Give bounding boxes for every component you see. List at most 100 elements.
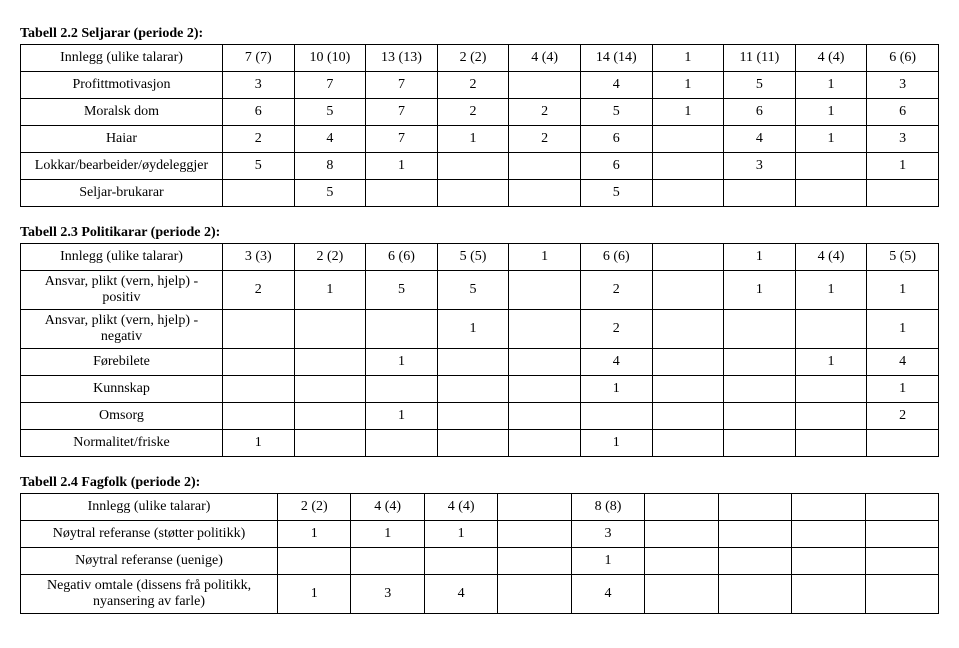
cell xyxy=(724,180,796,207)
col-header: 4 (4) xyxy=(795,45,867,72)
cell: 1 xyxy=(795,72,867,99)
cell: 1 xyxy=(222,430,294,457)
col-header: 1 xyxy=(652,45,724,72)
cell xyxy=(867,430,939,457)
cell: 1 xyxy=(867,153,939,180)
cell: 2 xyxy=(222,126,294,153)
cell: 1 xyxy=(437,126,509,153)
cell: 7 xyxy=(366,126,438,153)
cell: 2 xyxy=(437,99,509,126)
cell: 6 xyxy=(580,153,652,180)
table-row: Normalitet/friske 1 1 xyxy=(21,430,939,457)
cell xyxy=(652,180,724,207)
table-23: Innlegg (ulike talarar) 3 (3) 2 (2) 6 (6… xyxy=(20,243,939,457)
row-label: Lokkar/bearbeider/øydeleggjer xyxy=(21,153,223,180)
col-header xyxy=(498,494,571,521)
table-row: Omsorg 1 2 xyxy=(21,403,939,430)
table-row: Førebilete 1 4 1 4 xyxy=(21,349,939,376)
cell xyxy=(222,376,294,403)
col-header: 6 (6) xyxy=(366,244,438,271)
row-label: Kunnskap xyxy=(21,376,223,403)
table-row: Innlegg (ulike talarar) 3 (3) 2 (2) 6 (6… xyxy=(21,244,939,271)
table-row: Nøytral referanse (støtter politikk) 1 1… xyxy=(21,521,939,548)
cell: 1 xyxy=(351,521,424,548)
cell xyxy=(645,521,718,548)
cell xyxy=(222,403,294,430)
cell xyxy=(652,349,724,376)
row-label: Normalitet/friske xyxy=(21,430,223,457)
cell: 2 xyxy=(437,72,509,99)
cell xyxy=(718,548,791,575)
row-label: Negativ omtale (dissens frå politikk, ny… xyxy=(21,575,278,614)
col-header xyxy=(652,244,724,271)
col-header: Innlegg (ulike talarar) xyxy=(21,494,278,521)
cell xyxy=(795,403,867,430)
col-header: 13 (13) xyxy=(366,45,438,72)
cell xyxy=(509,271,581,310)
table-row: Innlegg (ulike talarar) 2 (2) 4 (4) 4 (4… xyxy=(21,494,939,521)
col-header: 8 (8) xyxy=(571,494,644,521)
cell xyxy=(222,180,294,207)
cell xyxy=(351,548,424,575)
cell xyxy=(366,180,438,207)
table-row: Negativ omtale (dissens frå politikk, ny… xyxy=(21,575,939,614)
cell: 6 xyxy=(867,99,939,126)
table-24: Innlegg (ulike talarar) 2 (2) 4 (4) 4 (4… xyxy=(20,493,939,614)
cell: 2 xyxy=(580,310,652,349)
col-header: 3 (3) xyxy=(222,244,294,271)
cell xyxy=(652,271,724,310)
cell xyxy=(724,430,796,457)
col-header: 4 (4) xyxy=(795,244,867,271)
row-label: Omsorg xyxy=(21,403,223,430)
cell xyxy=(724,310,796,349)
table-row: Innlegg (ulike talarar) 7 (7) 10 (10) 13… xyxy=(21,45,939,72)
cell xyxy=(294,403,366,430)
cell: 4 xyxy=(571,575,644,614)
cell: 1 xyxy=(366,153,438,180)
col-header: 5 (5) xyxy=(437,244,509,271)
cell xyxy=(580,403,652,430)
cell: 3 xyxy=(222,72,294,99)
cell xyxy=(498,548,571,575)
cell xyxy=(652,126,724,153)
cell xyxy=(222,310,294,349)
cell xyxy=(366,430,438,457)
cell xyxy=(294,310,366,349)
cell: 4 xyxy=(867,349,939,376)
cell xyxy=(294,430,366,457)
cell: 1 xyxy=(424,521,497,548)
table-row: Kunnskap 1 1 xyxy=(21,376,939,403)
col-header xyxy=(718,494,791,521)
cell: 1 xyxy=(366,349,438,376)
row-label: Moralsk dom xyxy=(21,99,223,126)
cell: 1 xyxy=(571,548,644,575)
cell: 5 xyxy=(724,72,796,99)
col-header: Innlegg (ulike talarar) xyxy=(21,45,223,72)
cell: 1 xyxy=(652,72,724,99)
table-row: Haiar 2 4 7 1 2 6 4 1 3 xyxy=(21,126,939,153)
cell: 3 xyxy=(867,126,939,153)
cell: 3 xyxy=(571,521,644,548)
cell xyxy=(437,180,509,207)
cell: 1 xyxy=(652,99,724,126)
cell xyxy=(718,575,791,614)
table-23-title: Tabell 2.3 Politikarar (periode 2): xyxy=(20,225,939,241)
cell: 4 xyxy=(724,126,796,153)
cell: 4 xyxy=(580,72,652,99)
cell xyxy=(509,430,581,457)
cell: 3 xyxy=(351,575,424,614)
col-header: 4 (4) xyxy=(509,45,581,72)
cell xyxy=(795,180,867,207)
col-header xyxy=(645,494,718,521)
table-row: Profittmotivasjon 3 7 7 2 4 1 5 1 3 xyxy=(21,72,939,99)
cell xyxy=(795,430,867,457)
col-header: 1 xyxy=(724,244,796,271)
cell: 1 xyxy=(867,376,939,403)
cell: 1 xyxy=(795,99,867,126)
cell: 6 xyxy=(580,126,652,153)
cell xyxy=(865,548,938,575)
cell: 5 xyxy=(294,180,366,207)
col-header: 5 (5) xyxy=(867,244,939,271)
cell xyxy=(509,376,581,403)
col-header: 10 (10) xyxy=(294,45,366,72)
